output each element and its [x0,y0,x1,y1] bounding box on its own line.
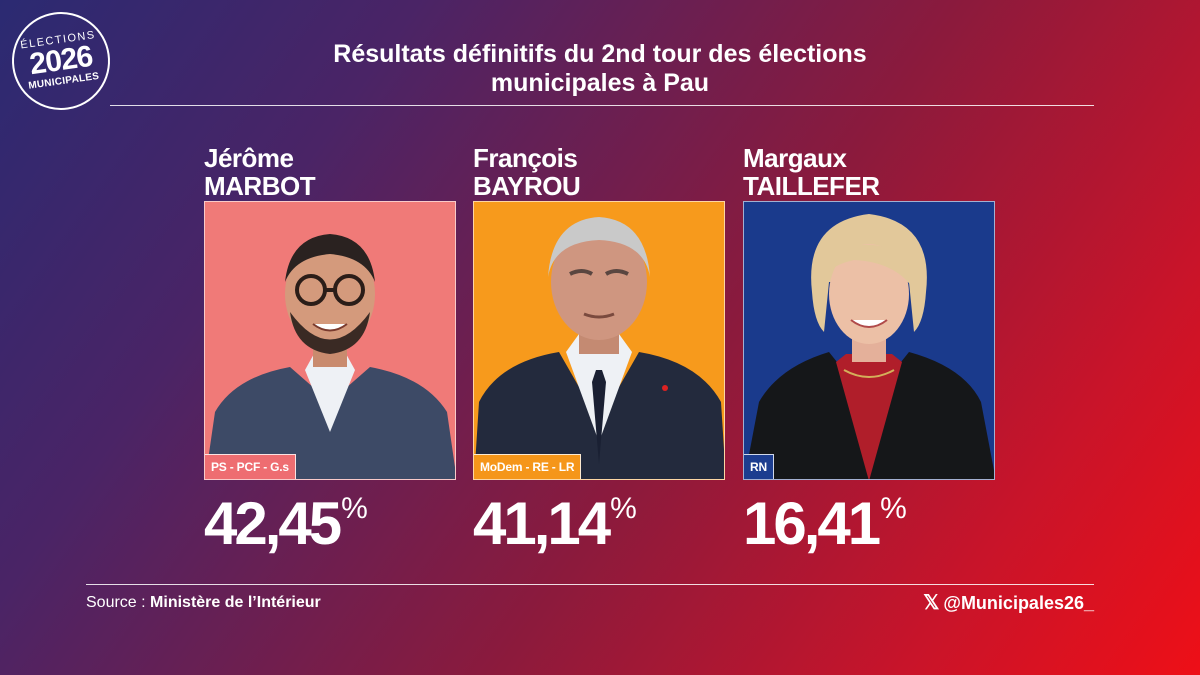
result-percentage: 42,45% [204,494,368,554]
candidate-last-name: MARBOT [204,171,316,201]
party-badge: RN [744,454,774,479]
party-badge: PS - PCF - G.s [205,454,296,479]
candidate-photo: MoDem - RE - LR [473,201,725,480]
candidate-first-name: Margaux [743,143,847,173]
percent-value: 41,14 [473,490,611,557]
percent-sign: % [341,492,368,525]
bottom-divider [86,584,1094,585]
candidate-last-name: BAYROU [473,171,581,201]
candidate-photo: PS - PCF - G.s [204,201,456,480]
percent-sign: % [880,492,907,525]
elections-2026-logo: ÉLECTIONS 2026 MUNICIPALES [5,5,117,117]
result-percentage: 16,41% [743,494,907,554]
result-percentage: 41,14% [473,494,637,554]
source-label: Source : [86,594,146,611]
x-logo-icon: 𝕏 [923,592,940,614]
percent-value: 16,41 [743,490,881,557]
title-line-1: Résultats définitifs du 2nd tour des éle… [333,40,867,68]
candidate-last-name: TAILLEFER [743,171,880,201]
percent-sign: % [610,492,637,525]
candidate-card-bayrou: François BAYROU MoDem - RE - LR 41,14% [473,143,725,554]
percent-value: 42,45 [204,490,342,557]
source-credit: Source : Ministère de l’Intérieur [86,594,321,612]
candidate-card-marbot: Jérôme MARBOT PS - PCF - G.s 42,45% [204,143,456,554]
twitter-handle[interactable]: 𝕏 @Municipales26_ [923,592,1094,614]
title-line-2: municipales à Pau [490,69,710,97]
source-value: Ministère de l’Intérieur [150,594,321,611]
page-title: Résultats définitifs du 2nd tour des éle… [230,40,970,98]
candidate-card-taillefer: Margaux TAILLEFER RN 16,41% [743,143,995,554]
candidate-photo: RN [743,201,995,480]
candidate-first-name: Jérôme [204,143,294,173]
handle-text: @Municipales26_ [943,593,1094,613]
party-badge: MoDem - RE - LR [474,454,582,479]
top-divider [110,105,1094,106]
candidate-first-name: François [473,143,578,173]
